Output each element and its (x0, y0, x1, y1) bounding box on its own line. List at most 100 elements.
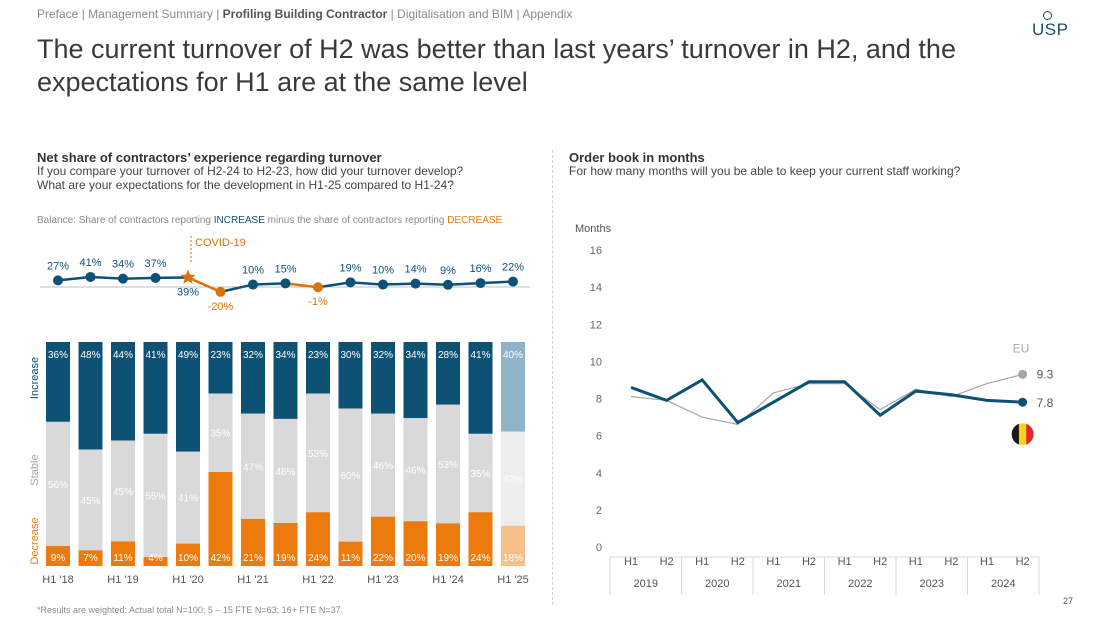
bar-increase-segment (403, 342, 428, 419)
bar-increase-segment (306, 342, 330, 394)
bar-stable-segment (468, 433, 493, 513)
breadcrumb-separator: | (387, 7, 398, 21)
bar-stable-label: 35% (470, 469, 490, 480)
bar-increase-label: 48% (80, 350, 100, 361)
balance-point (410, 278, 421, 289)
bar-stable-label: 46% (275, 467, 295, 478)
balance-value-label: 14% (404, 264, 426, 276)
balance-value-label: 27% (47, 260, 69, 272)
bar-stable-segment (306, 393, 330, 513)
balance-value-label: 41% (79, 257, 101, 269)
left-chart-subtitle-2: What are your expectations for the devel… (37, 178, 454, 192)
bar-increase-label: 34% (405, 350, 425, 361)
bar-increase-segment (273, 342, 298, 419)
bar-stable-label: 46% (373, 461, 393, 472)
balance-point (150, 272, 161, 283)
balance-line-segment (317, 281, 351, 289)
breadcrumb-item[interactable]: Preface (37, 7, 79, 21)
bar-increase-label: 49% (178, 350, 198, 361)
bar-decrease-label: 22% (373, 553, 393, 564)
breadcrumb: Preface | Management Summary | Profiling… (37, 7, 572, 21)
section-divider (552, 150, 553, 605)
balance-value-label: 34% (112, 259, 134, 271)
y-tick-label: 14 (590, 282, 602, 294)
x-tick-label: H1 (695, 556, 709, 568)
balance-point (475, 278, 486, 289)
x-year-label: 2022 (848, 578, 872, 590)
bar-decrease-segment (176, 543, 200, 566)
bar-increase-label: 41% (470, 350, 490, 361)
y-tick-label: 12 (590, 319, 602, 331)
bar-increase-segment (371, 342, 395, 414)
flag-stripe (1026, 423, 1034, 446)
y-axis-title: Months (575, 223, 612, 235)
balance-value-label: 15% (274, 263, 296, 275)
bar-increase-segment (241, 342, 265, 414)
bar-decrease-segment (501, 525, 525, 566)
bar-increase-label: 40% (503, 350, 523, 361)
bar-decrease-label: 7% (83, 553, 98, 564)
bar-stable-segment (46, 421, 70, 547)
balance-value-label: 22% (502, 262, 524, 274)
bar-decrease-segment (371, 516, 395, 566)
balance-line-segment (122, 276, 156, 280)
x-tick-label: H1 (838, 556, 852, 568)
bar-decrease-segment (241, 518, 265, 566)
bar-stable-segment (78, 449, 103, 551)
bar-decrease-label: 11% (113, 553, 132, 564)
bar-increase-segment (111, 342, 135, 441)
bar-decrease-segment (273, 523, 298, 566)
bar-increase-segment (46, 342, 70, 422)
x-year-label: 2024 (991, 578, 1015, 590)
bar-decrease-label: 24% (470, 553, 490, 564)
bar-stable-label: 45% (113, 487, 133, 498)
balance-point (118, 273, 128, 284)
bar-decrease-label: 24% (308, 553, 328, 564)
balance-point (53, 275, 63, 286)
balance-value-label: -20% (208, 301, 234, 313)
bar-decrease-segment (306, 512, 330, 566)
balance-value-label: 37% (144, 258, 166, 270)
bar-decrease-segment (143, 557, 168, 566)
logo-ring-icon (1043, 11, 1052, 20)
x-tick-label: H2 (731, 556, 745, 568)
balance-line-segment (415, 282, 449, 287)
breadcrumb-separator: | (78, 7, 89, 21)
bar-stable-label: 35% (210, 429, 230, 440)
bar-x-tick-label: H1 '19 (107, 574, 138, 586)
balance-line-segment (220, 283, 254, 294)
balance-value-label: 39% (177, 286, 199, 298)
bar-increase-label: 41% (145, 350, 165, 361)
bar-stable-label: 60% (340, 471, 360, 482)
breadcrumb-item[interactable]: Appendix (522, 7, 573, 21)
bar-stable-label: 45% (80, 496, 100, 507)
x-tick-label: H1 (980, 556, 994, 568)
bar-decrease-label: 19% (438, 553, 458, 564)
eu-end-point (1018, 369, 1028, 379)
x-tick-label: H1 (766, 556, 780, 568)
bar-increase-label: 30% (340, 350, 360, 361)
bar-increase-label: 32% (373, 350, 393, 361)
bar-decrease-label: 20% (405, 553, 425, 564)
breadcrumb-item[interactable]: Management Summary (88, 7, 213, 21)
bar-decrease-label: 10% (178, 553, 198, 564)
bar-decrease-segment (111, 541, 135, 566)
bar-x-tick-label: H1 '25 (497, 574, 528, 586)
bar-stable-segment (403, 418, 428, 522)
bar-stable-label: 42% (503, 475, 523, 486)
bar-decrease-label: 4% (148, 553, 163, 564)
balance-point (508, 276, 518, 287)
footnote: *Results are weighted: Actual total N=10… (37, 605, 344, 615)
bar-increase-segment (338, 342, 363, 409)
bar-legend-label: Stable (29, 454, 41, 485)
covid-label: COVID-19 (195, 237, 246, 249)
eu-end-value: 9.3 (1037, 367, 1054, 381)
be-series-line (630, 377, 1023, 425)
breadcrumb-item[interactable]: Profiling Building Contractor (222, 7, 388, 21)
balance-line-segment (382, 282, 416, 286)
bar-increase-label: 32% (243, 350, 263, 361)
flag-stripe (1011, 423, 1020, 446)
bar-stable-segment (208, 393, 233, 472)
breadcrumb-item[interactable]: Digitalisation and BIM (397, 7, 514, 21)
be-end-value: 7.8 (1037, 396, 1054, 410)
